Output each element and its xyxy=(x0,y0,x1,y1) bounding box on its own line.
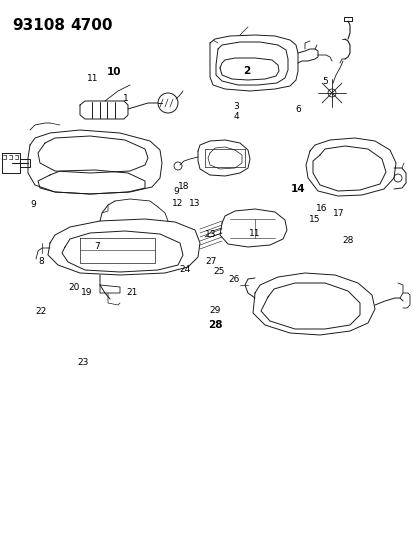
Text: 9: 9 xyxy=(30,200,36,209)
Text: 24: 24 xyxy=(179,265,191,273)
Text: 12: 12 xyxy=(172,199,183,208)
Text: 2: 2 xyxy=(242,67,249,76)
Text: 26: 26 xyxy=(228,276,239,284)
Text: 18: 18 xyxy=(177,182,189,191)
Text: 15: 15 xyxy=(308,215,320,224)
Text: 14: 14 xyxy=(290,184,305,194)
Text: 3: 3 xyxy=(233,102,238,111)
Text: 4700: 4700 xyxy=(70,18,112,33)
Text: 93108: 93108 xyxy=(12,18,65,33)
Text: 11: 11 xyxy=(248,229,260,238)
Text: 25: 25 xyxy=(213,268,225,276)
Text: 4: 4 xyxy=(233,112,238,120)
Text: 1: 1 xyxy=(123,94,129,103)
Text: 29: 29 xyxy=(209,306,221,314)
Text: 8: 8 xyxy=(38,257,44,265)
Text: 5: 5 xyxy=(321,77,327,85)
Text: 17: 17 xyxy=(332,209,344,217)
Text: 20: 20 xyxy=(68,284,79,292)
Text: 10: 10 xyxy=(106,67,121,77)
Text: 22: 22 xyxy=(36,308,47,316)
Text: 7: 7 xyxy=(94,242,100,251)
Text: 28: 28 xyxy=(341,237,353,245)
Text: 28: 28 xyxy=(207,320,222,330)
Text: 23: 23 xyxy=(77,358,88,367)
Text: 11: 11 xyxy=(87,74,99,83)
Text: 21: 21 xyxy=(126,288,137,296)
Text: 13: 13 xyxy=(188,199,200,208)
Text: 16: 16 xyxy=(316,205,327,213)
Text: 27: 27 xyxy=(205,257,216,265)
Text: 6: 6 xyxy=(294,105,300,114)
Text: 9: 9 xyxy=(173,188,178,196)
Text: 19: 19 xyxy=(81,288,93,296)
Text: 13: 13 xyxy=(205,230,216,239)
